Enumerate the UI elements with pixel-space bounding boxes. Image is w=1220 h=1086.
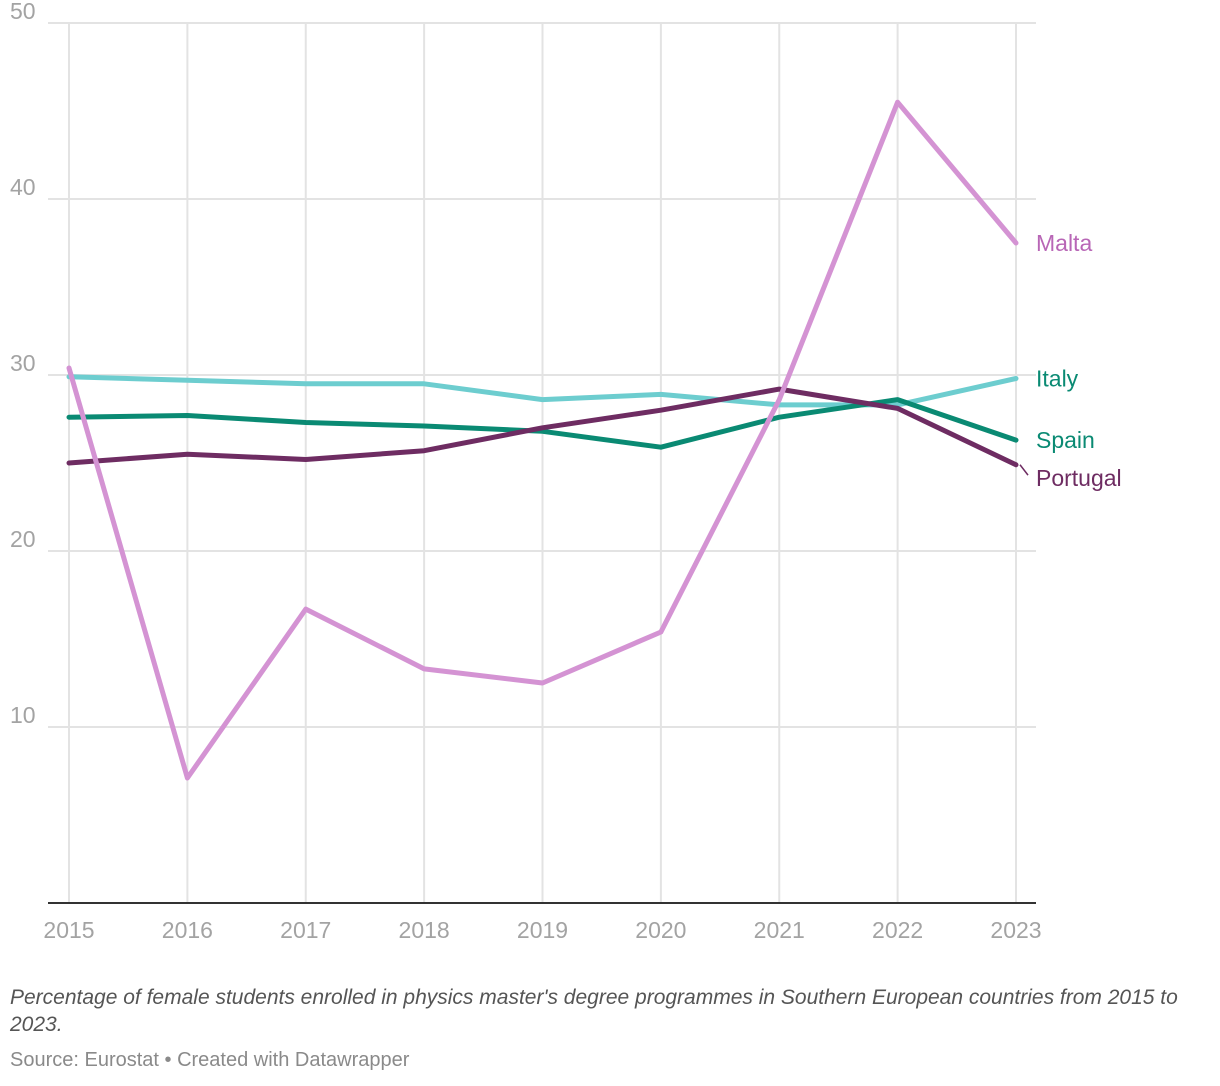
series-line-portugal — [66, 386, 1019, 468]
series-lines — [66, 99, 1019, 781]
series-label-italy: Italy — [1036, 366, 1079, 392]
x-tick-label-2016: 2016 — [162, 917, 213, 943]
chart-source-footer: Source: Eurostat • Created with Datawrap… — [10, 1049, 410, 1071]
series-label-portugal: Portugal — [1036, 465, 1122, 491]
y-tick-label-30: 30 — [10, 350, 36, 376]
y-tick-label-20: 20 — [10, 526, 36, 552]
x-tick-label-2019: 2019 — [517, 917, 568, 943]
x-tick-label-2017: 2017 — [280, 917, 331, 943]
series-line-spain — [66, 397, 1019, 450]
series-labels: Malta Italy Spain Portugal — [1019, 230, 1122, 491]
x-tick-label-2018: 2018 — [399, 917, 450, 943]
x-tick-label-2015: 2015 — [43, 917, 94, 943]
y-tick-labels: 10 20 30 40 50 — [10, 0, 36, 728]
series-label-spain: Spain — [1036, 427, 1095, 453]
x-tick-label-2021: 2021 — [754, 917, 805, 943]
label-leader-portugal — [1019, 464, 1029, 476]
y-tick-label-50: 50 — [10, 0, 36, 24]
x-tick-label-2023: 2023 — [990, 917, 1041, 943]
y-tick-label-10: 10 — [10, 702, 36, 728]
series-label-malta: Malta — [1036, 230, 1092, 256]
x-tick-label-2022: 2022 — [872, 917, 923, 943]
y-tick-label-40: 40 — [10, 174, 36, 200]
series-line-malta — [66, 99, 1019, 781]
chart-caption: Percentage of female students enrolled i… — [10, 986, 1178, 1036]
x-tick-label-2020: 2020 — [635, 917, 686, 943]
x-tick-labels: 2015 2016 2017 2018 2019 2020 2021 2022 2023 — [43, 917, 1041, 943]
